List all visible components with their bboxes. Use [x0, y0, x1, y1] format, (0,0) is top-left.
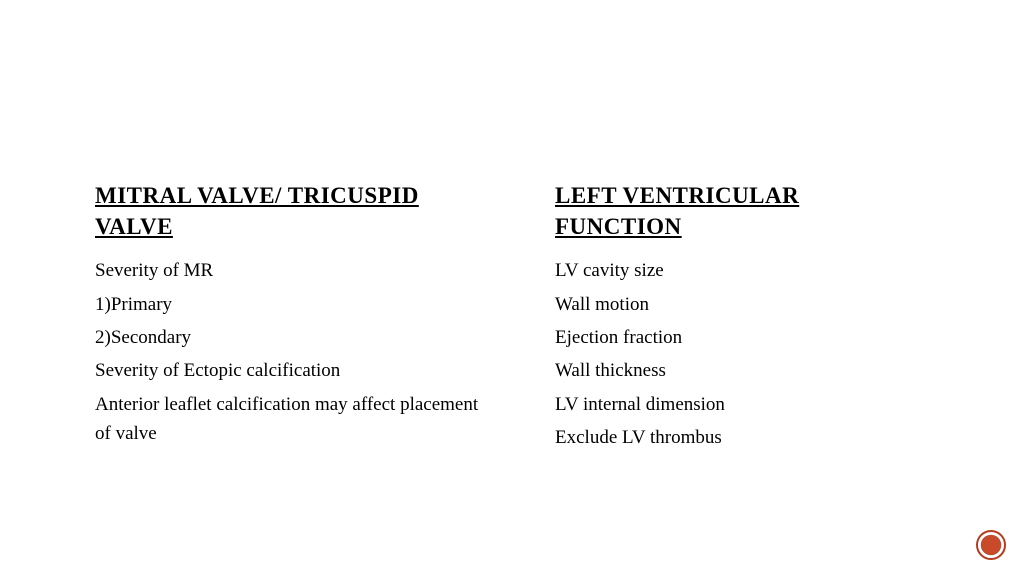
slide: MITRAL VALVE/ TRICUSPID VALVE Severity o…: [0, 0, 1024, 576]
list-item: Severity of MR: [95, 256, 495, 285]
left-heading: MITRAL VALVE/ TRICUSPID VALVE: [95, 180, 495, 242]
right-column: LEFT VENTRICULAR FUNCTION LV cavity size…: [555, 180, 915, 576]
list-item: Anterior leaflet calcification may affec…: [95, 390, 495, 449]
list-item: Severity of Ectopic calcification: [95, 356, 495, 385]
list-item: 2)Secondary: [95, 323, 495, 352]
list-item: 1)Primary: [95, 290, 495, 319]
list-item: LV cavity size: [555, 256, 915, 285]
list-item: Wall thickness: [555, 356, 915, 385]
corner-seal-icon: [976, 530, 1006, 560]
right-heading: LEFT VENTRICULAR FUNCTION: [555, 180, 915, 242]
list-item: LV internal dimension: [555, 390, 915, 419]
list-item: Exclude LV thrombus: [555, 423, 915, 452]
list-item: Wall motion: [555, 290, 915, 319]
list-item: Ejection fraction: [555, 323, 915, 352]
left-column: MITRAL VALVE/ TRICUSPID VALVE Severity o…: [95, 180, 495, 576]
